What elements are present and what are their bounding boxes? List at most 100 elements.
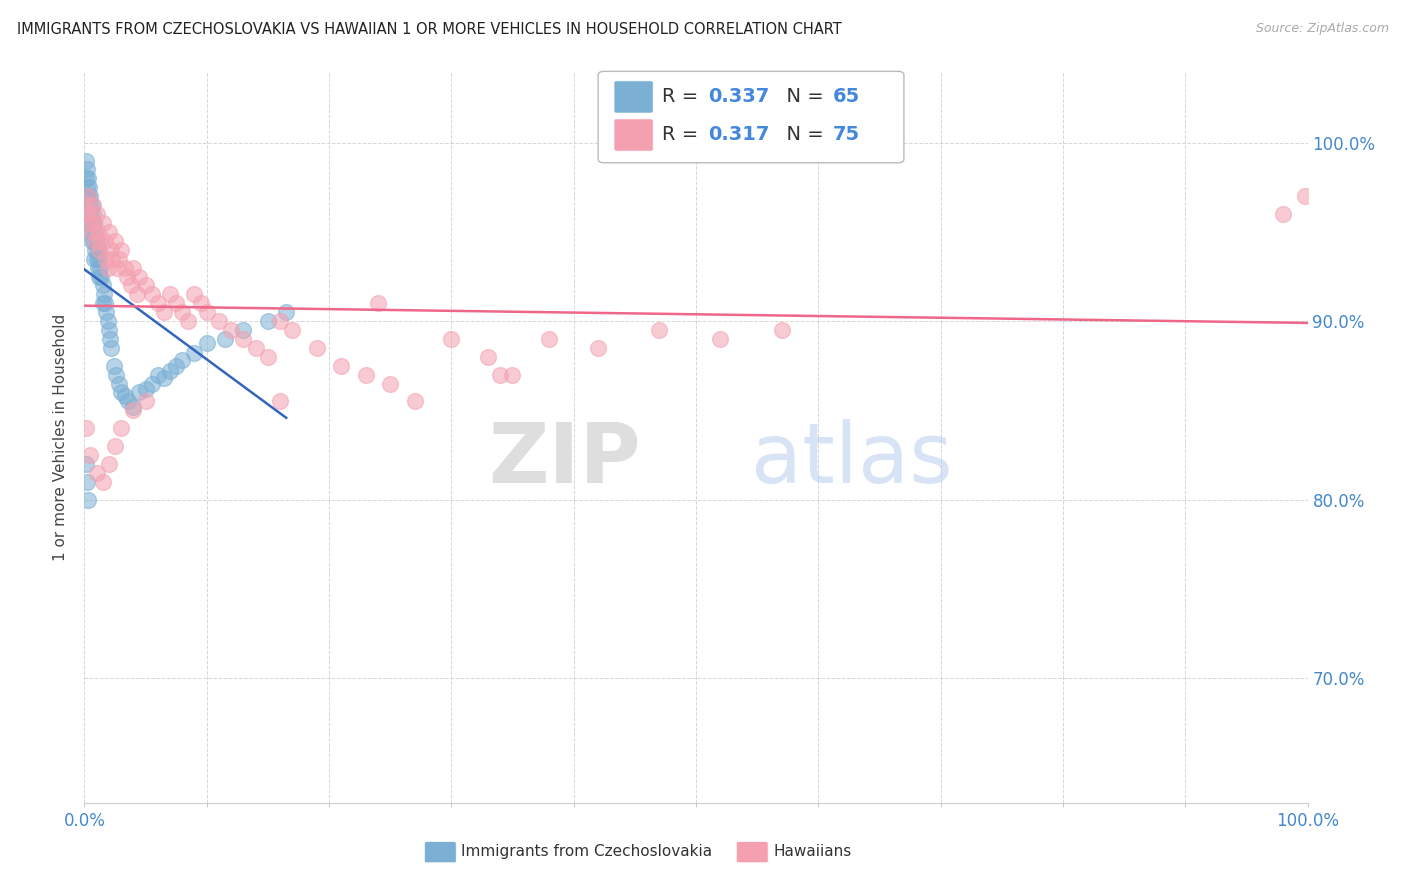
- Point: [83, 252, 105, 266]
- Point: [122, 400, 145, 414]
- Point: [135, 382, 157, 396]
- Point: [80, 198, 103, 212]
- Point: [89, 234, 111, 248]
- Point: [91, 475, 114, 489]
- Point: [208, 314, 231, 328]
- Point: [100, 243, 122, 257]
- Point: [195, 305, 218, 319]
- Point: [82, 198, 104, 212]
- Point: [177, 314, 200, 328]
- Text: 65: 65: [832, 87, 860, 106]
- Point: [76, 189, 98, 203]
- Point: [107, 376, 129, 391]
- Point: [219, 323, 242, 337]
- Point: [165, 359, 187, 373]
- Point: [87, 225, 110, 239]
- Point: [89, 260, 111, 275]
- Point: [105, 368, 128, 382]
- Point: [232, 332, 254, 346]
- Point: [110, 421, 132, 435]
- Point: [128, 269, 150, 284]
- Point: [159, 287, 181, 301]
- FancyBboxPatch shape: [614, 81, 654, 113]
- Point: [214, 332, 236, 346]
- Point: [83, 216, 105, 230]
- Point: [165, 296, 187, 310]
- Point: [90, 269, 112, 284]
- Text: N =: N =: [775, 87, 831, 106]
- Point: [94, 296, 117, 310]
- Point: [1294, 189, 1316, 203]
- Point: [77, 189, 100, 203]
- Point: [172, 353, 194, 368]
- Point: [75, 171, 97, 186]
- Text: ZIP: ZIP: [488, 418, 641, 500]
- Point: [115, 269, 138, 284]
- Point: [96, 305, 118, 319]
- Point: [354, 368, 377, 382]
- Point: [79, 189, 101, 203]
- Point: [648, 323, 671, 337]
- Point: [276, 305, 298, 319]
- Point: [305, 341, 328, 355]
- Point: [75, 457, 97, 471]
- Point: [77, 216, 100, 230]
- Point: [77, 171, 100, 186]
- Point: [141, 287, 163, 301]
- Point: [380, 376, 402, 391]
- Point: [76, 207, 98, 221]
- Point: [135, 278, 157, 293]
- Point: [153, 371, 176, 385]
- Point: [96, 252, 118, 266]
- Point: [84, 243, 107, 257]
- Point: [1272, 207, 1295, 221]
- Point: [502, 368, 524, 382]
- Point: [489, 368, 512, 382]
- Point: [172, 305, 194, 319]
- Point: [79, 207, 101, 221]
- Point: [104, 234, 127, 248]
- Point: [77, 189, 100, 203]
- Point: [94, 234, 117, 248]
- Point: [128, 385, 150, 400]
- Text: 75: 75: [832, 126, 860, 145]
- Point: [87, 260, 110, 275]
- Point: [146, 368, 169, 382]
- Point: [477, 350, 499, 364]
- Point: [195, 335, 218, 350]
- FancyBboxPatch shape: [614, 119, 654, 151]
- Point: [440, 332, 463, 346]
- Point: [330, 359, 353, 373]
- Point: [538, 332, 561, 346]
- Point: [117, 394, 139, 409]
- Point: [83, 234, 105, 248]
- Point: [87, 243, 110, 257]
- Point: [257, 350, 280, 364]
- Point: [709, 332, 731, 346]
- Point: [79, 207, 101, 221]
- Point: [100, 341, 122, 355]
- Point: [91, 216, 114, 230]
- Point: [76, 162, 98, 177]
- Point: [125, 287, 148, 301]
- Point: [281, 323, 304, 337]
- Point: [75, 153, 97, 168]
- Point: [91, 296, 114, 310]
- Point: [110, 385, 132, 400]
- Point: [770, 323, 793, 337]
- Text: Source: ZipAtlas.com: Source: ZipAtlas.com: [1256, 22, 1389, 36]
- Point: [104, 439, 127, 453]
- Point: [97, 225, 120, 239]
- Point: [82, 225, 104, 239]
- Point: [367, 296, 389, 310]
- Point: [114, 389, 136, 403]
- Point: [75, 421, 97, 435]
- Point: [269, 394, 291, 409]
- Point: [84, 234, 107, 248]
- Point: [93, 287, 115, 301]
- Point: [80, 216, 103, 230]
- Point: [76, 475, 98, 489]
- FancyBboxPatch shape: [737, 841, 768, 863]
- Point: [232, 323, 254, 337]
- Y-axis label: 1 or more Vehicles in Household: 1 or more Vehicles in Household: [53, 313, 69, 561]
